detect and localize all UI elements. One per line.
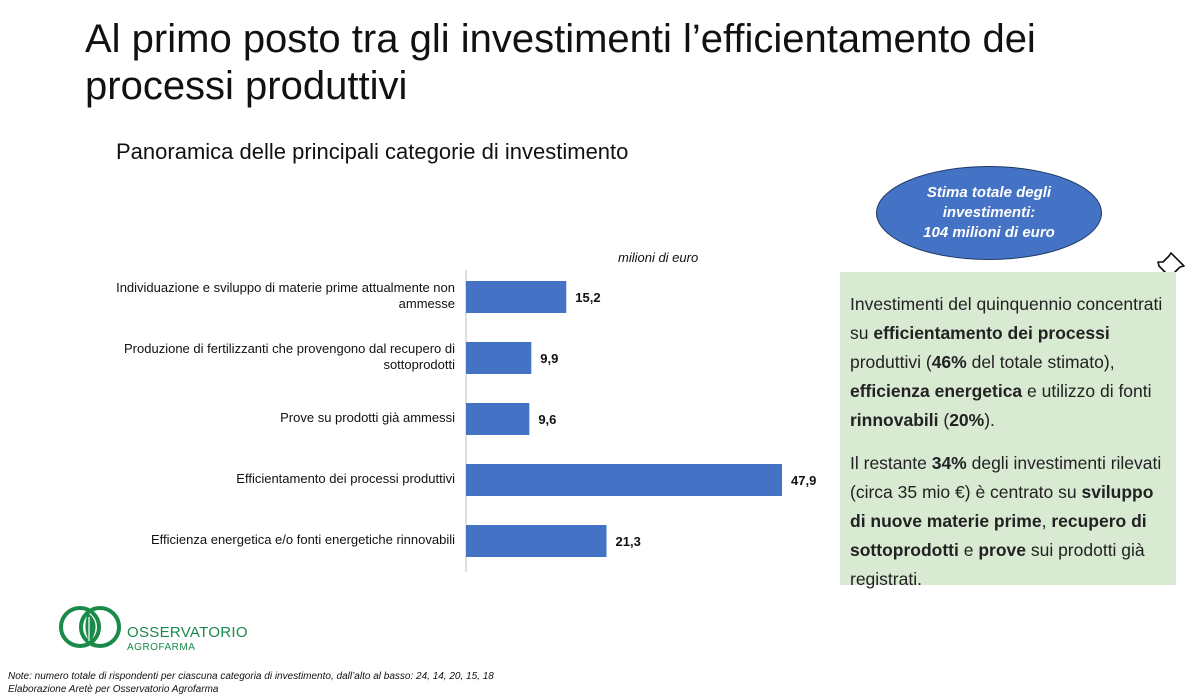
category-label-2: Prove su prodotti già ammessi xyxy=(40,410,455,426)
estimate-ellipse: Stima totale degli investimenti: 104 mil… xyxy=(876,166,1102,260)
summary-text: sui prodotti già registrati. xyxy=(850,540,1145,589)
summary-bold-text: efficienza energetica xyxy=(850,381,1023,401)
summary-box: Investimenti del quinquennio concentrati… xyxy=(840,272,1176,589)
summary-bold-text: 34% xyxy=(931,453,967,473)
summary-bold-text: sviluppo di nuove materie prime xyxy=(850,482,1154,531)
bar-value-label-4: 21,3 xyxy=(616,534,641,549)
summary-text: degli investimenti rilevati (circa 35 mi… xyxy=(850,453,1162,502)
bar-value-label-1: 9,9 xyxy=(540,351,558,366)
summary-text: e xyxy=(958,540,979,560)
category-label-line: Efficientamento dei processi produttivi xyxy=(236,471,455,486)
category-label-0: Individuazione e sviluppo di materie pri… xyxy=(40,280,455,312)
summary-text: produttivi ( xyxy=(850,352,932,372)
summary-text: Il restante xyxy=(850,453,932,473)
category-label-1: Produzione di fertilizzanti che provengo… xyxy=(40,341,455,373)
page-title: Al primo posto tra gli investimenti l’ef… xyxy=(85,17,1036,108)
estimate-line-1: Stima totale degli xyxy=(926,184,1052,201)
summary-bold-text: recupero di sottoprodotti xyxy=(850,511,1147,560)
bar-2 xyxy=(466,403,530,435)
bar-value-label-0: 15,2 xyxy=(575,290,600,305)
summary-text: del totale stimato), xyxy=(966,352,1115,372)
summary-bold-text: 20% xyxy=(949,410,985,430)
summary-bold-text: rinnovabili xyxy=(850,410,939,430)
category-label-3: Efficientamento dei processi produttivi xyxy=(40,471,455,487)
category-label-line: sottoprodotti xyxy=(383,357,455,372)
footnote-source: Elaborazione Aretè per Osservatorio Agro… xyxy=(8,684,219,695)
bar-1 xyxy=(466,342,532,374)
bar-value-label-3: 47,9 xyxy=(791,473,816,488)
bar-3 xyxy=(466,464,782,496)
summary-text: e utilizzo di fonti xyxy=(1022,381,1152,401)
summary-bold-text: prove xyxy=(978,540,1026,560)
bar-0 xyxy=(466,281,567,313)
category-label-4: Efficienza energetica e/o fonti energeti… xyxy=(40,532,455,548)
summary-bold-text: 46% xyxy=(931,352,967,372)
summary-text: Investimenti del quinquennio concentrati… xyxy=(850,294,1163,343)
category-label-line: Individuazione e sviluppo di materie pri… xyxy=(116,280,455,295)
logo-text-main: OSSERVATORIO xyxy=(127,624,248,641)
unit-label: milioni di euro xyxy=(618,250,699,265)
footnote-respondents: Note: numero totale di rispondenti per c… xyxy=(8,671,494,682)
summary-text: , xyxy=(1041,511,1052,531)
bar-4 xyxy=(466,525,607,557)
bar-value-label-2: 9,6 xyxy=(538,412,556,427)
logo-text-sub: AGROFARMA xyxy=(127,642,196,653)
category-label-line: Produzione di fertilizzanti che provengo… xyxy=(124,341,455,356)
category-label-line: Prove su prodotti già ammessi xyxy=(280,410,455,425)
chart-subtitle: Panoramica delle principali categorie di… xyxy=(116,139,629,164)
summary-paragraph-1: Investimenti del quinquennio concentrati… xyxy=(850,290,1166,435)
category-label-line: ammesse xyxy=(398,296,455,311)
summary-text: ( xyxy=(938,410,950,430)
estimate-line-3: 104 milioni di euro xyxy=(923,224,1055,241)
summary-bold-text: efficientamento dei processi xyxy=(873,323,1110,343)
estimate-line-2: investimenti: xyxy=(942,204,1036,221)
summary-paragraph-2: Il restante 34% degli investimenti rilev… xyxy=(850,449,1166,594)
category-label-line: Efficienza energetica e/o fonti energeti… xyxy=(150,532,455,547)
osservatorio-logo-icon xyxy=(59,606,121,648)
summary-text: ). xyxy=(984,410,995,430)
